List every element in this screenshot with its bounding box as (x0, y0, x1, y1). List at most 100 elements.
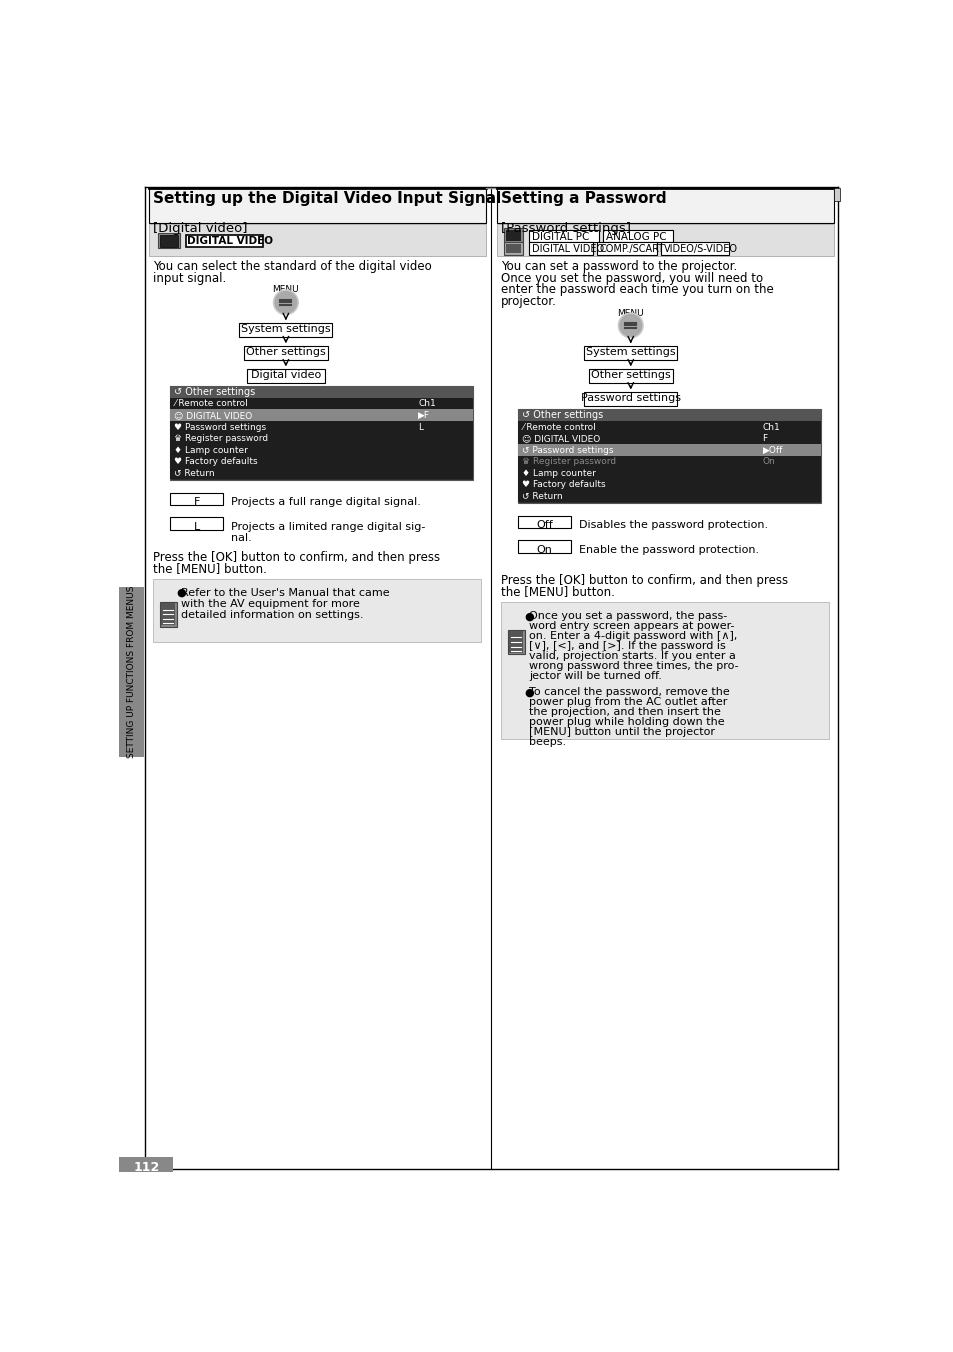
Bar (517, 420, 820, 433)
Text: detailed information on settings.: detailed information on settings. (181, 610, 363, 619)
Bar (509, 631, 522, 653)
Circle shape (274, 292, 296, 314)
Bar (171, 385, 472, 397)
Text: ⁄ Remote control: ⁄ Remote control (521, 423, 596, 431)
Bar (159, 602, 176, 626)
Text: ♛ Register password: ♛ Register password (174, 434, 268, 443)
Text: ♦ Lamp counter: ♦ Lamp counter (521, 469, 596, 477)
Text: Press the [OK] button to confirm, and then press: Press the [OK] button to confirm, and th… (500, 575, 787, 587)
Text: word entry screen appears at power-: word entry screen appears at power- (529, 621, 734, 631)
Text: You can set a password to the projector.: You can set a password to the projector. (500, 260, 737, 273)
Text: L: L (193, 522, 200, 531)
Text: nal.: nal. (231, 533, 252, 542)
Text: ▶F: ▶F (418, 411, 430, 420)
Text: L: L (418, 423, 423, 431)
Bar (517, 443, 820, 456)
Text: ▶Off: ▶Off (761, 446, 782, 454)
Bar (505, 243, 521, 253)
Bar (158, 233, 179, 249)
Text: ●: ● (176, 588, 186, 598)
Text: projector.: projector. (500, 295, 557, 308)
Bar (517, 408, 820, 503)
Bar (171, 397, 472, 410)
Text: on. Enter a 4-digit password with [∧],: on. Enter a 4-digit password with [∧], (529, 631, 737, 641)
Text: Once you set the password, you will need to: Once you set the password, you will need… (500, 272, 762, 284)
Bar (247, 369, 324, 383)
Text: [Password settings]: [Password settings] (500, 222, 631, 234)
Text: [MENU] button until the projector: [MENU] button until the projector (529, 727, 715, 737)
Text: 112: 112 (133, 1161, 159, 1174)
Bar (602, 230, 672, 242)
Text: MENU: MENU (273, 285, 299, 295)
Bar (153, 579, 480, 642)
Circle shape (618, 314, 642, 338)
Bar (171, 433, 472, 443)
Bar (161, 603, 174, 625)
Text: Other settings: Other settings (590, 370, 670, 380)
Text: wrong password three times, the pro-: wrong password three times, the pro- (529, 661, 738, 671)
Text: ♥ Factory defaults: ♥ Factory defaults (174, 457, 257, 466)
Text: power plug from the AC outlet after: power plug from the AC outlet after (529, 698, 727, 707)
Bar (596, 242, 657, 254)
Circle shape (274, 291, 298, 315)
Bar (186, 235, 263, 247)
Text: ↺ Other settings: ↺ Other settings (174, 387, 255, 397)
Text: You can select the standard of the digital video: You can select the standard of the digit… (153, 260, 432, 273)
Text: COMP./SCART: COMP./SCART (599, 243, 664, 254)
Text: ♥ Factory defaults: ♥ Factory defaults (521, 480, 605, 489)
Text: Digital video: Digital video (251, 370, 320, 380)
Text: Once you set a password, the pass-: Once you set a password, the pass- (529, 611, 727, 621)
Polygon shape (833, 188, 840, 200)
Bar (171, 468, 472, 479)
Text: ↺ Return: ↺ Return (521, 492, 562, 500)
Bar (504, 242, 522, 254)
Bar (583, 346, 677, 360)
Text: ●: ● (524, 687, 534, 698)
Bar (171, 456, 472, 468)
Bar (171, 420, 472, 433)
Text: Enable the password protection.: Enable the password protection. (578, 545, 759, 554)
Text: Password settings: Password settings (580, 393, 680, 403)
Bar (505, 230, 521, 241)
Text: Ch1: Ch1 (418, 399, 436, 408)
Bar (171, 410, 472, 420)
Text: System settings: System settings (241, 324, 331, 334)
Bar (517, 433, 820, 443)
Bar (500, 602, 828, 740)
Bar (119, 1157, 173, 1172)
Bar (149, 224, 485, 256)
Text: the projection, and then insert the: the projection, and then insert the (529, 707, 720, 718)
Text: ↺ Password settings: ↺ Password settings (521, 446, 613, 454)
Bar (171, 443, 472, 456)
Text: [∨], [<], and [>]. If the password is: [∨], [<], and [>]. If the password is (529, 641, 725, 652)
Text: Off: Off (536, 521, 553, 530)
Text: jector will be turned off.: jector will be turned off. (529, 671, 661, 681)
Text: F: F (193, 498, 200, 507)
Text: Refer to the User's Manual that came: Refer to the User's Manual that came (181, 588, 390, 598)
Text: ☺ DIGITAL VIDEO: ☺ DIGITAL VIDEO (521, 434, 599, 443)
Text: System settings: System settings (585, 347, 675, 357)
Text: MENU: MENU (617, 308, 643, 318)
Bar (149, 188, 485, 223)
Bar (517, 515, 571, 529)
Bar (171, 385, 472, 480)
Bar (517, 491, 820, 502)
Text: On: On (537, 545, 552, 554)
Bar (171, 518, 223, 530)
Text: [Digital video]: [Digital video] (153, 222, 248, 234)
Text: the [MENU] button.: the [MENU] button. (153, 562, 267, 575)
Circle shape (619, 315, 641, 337)
Text: Projects a full range digital signal.: Projects a full range digital signal. (231, 498, 420, 507)
Text: Ch1: Ch1 (761, 423, 780, 431)
Bar (529, 242, 592, 254)
Text: ♛ Register password: ♛ Register password (521, 457, 616, 466)
Bar (588, 369, 672, 383)
Text: ☺ DIGITAL VIDEO: ☺ DIGITAL VIDEO (174, 411, 253, 420)
Text: Projects a limited range digital sig-: Projects a limited range digital sig- (231, 522, 425, 531)
Bar (517, 541, 571, 553)
Text: valid, projection starts. If you enter a: valid, projection starts. If you enter a (529, 652, 736, 661)
Text: To cancel the password, remove the: To cancel the password, remove the (529, 687, 729, 698)
Bar (517, 408, 820, 420)
Text: On: On (761, 457, 775, 466)
Bar (497, 224, 833, 256)
